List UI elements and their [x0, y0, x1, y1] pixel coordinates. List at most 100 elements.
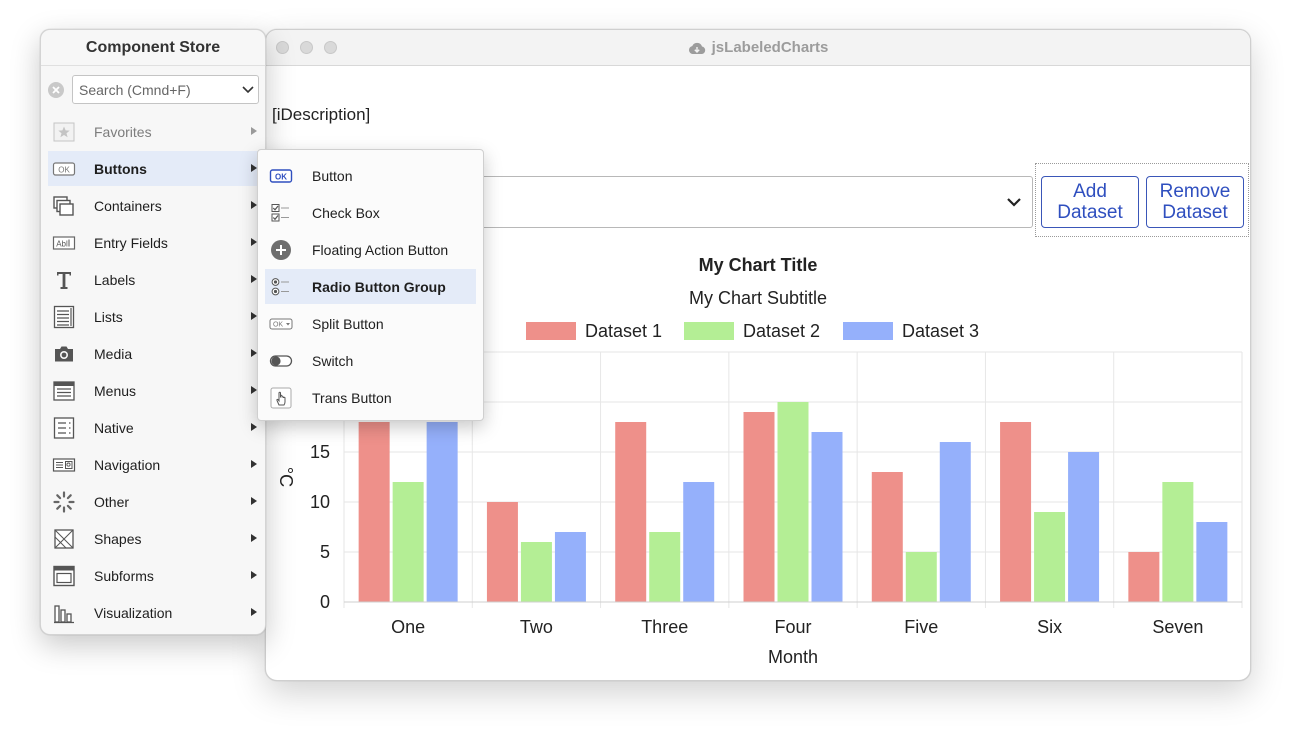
category-label: Labels: [94, 272, 136, 288]
hand-pointer-icon: [270, 387, 292, 409]
clear-search-icon[interactable]: [47, 81, 65, 99]
submenu-label: Check Box: [312, 205, 380, 221]
category-item-native[interactable]: Native: [48, 410, 264, 445]
add-dataset-button[interactable]: Add Dataset: [1041, 176, 1139, 228]
bar-dataset-1-four: [743, 412, 775, 602]
submenu-label: Switch: [312, 353, 354, 369]
ok-button-icon: OK: [52, 162, 76, 176]
submenu-arrow-icon: [251, 571, 257, 579]
legend-swatch-1: [526, 322, 576, 340]
remove-dataset-button[interactable]: Remove Dataset: [1146, 176, 1244, 228]
main-window: jsLabeledCharts [iDescription] Add Datas…: [265, 29, 1251, 681]
window-title: jsLabeledCharts: [266, 39, 1250, 56]
submenu-item-split-button[interactable]: OK Split Button: [265, 306, 476, 341]
submenu-arrow-icon: [251, 127, 257, 135]
category-item-visualization[interactable]: Visualization: [48, 595, 264, 630]
category-item-shapes[interactable]: Shapes: [48, 521, 264, 556]
star-icon: [53, 122, 75, 142]
window-title-text: jsLabeledCharts: [711, 39, 829, 56]
submenu-arrow-icon: [251, 349, 257, 357]
category-label: Shapes: [94, 531, 142, 547]
submenu-arrow-icon: [251, 201, 257, 209]
y-tick-label: 5: [320, 542, 330, 562]
submenu-arrow-icon: [251, 312, 257, 320]
category-label: Lists: [94, 309, 123, 325]
submenu-item-switch[interactable]: Switch: [265, 343, 476, 378]
legend-swatch-3: [843, 322, 893, 340]
search-input[interactable]: [72, 75, 259, 104]
component-store-panel: Component Store Favorites OK Buttons: [40, 29, 266, 635]
category-label: Navigation: [94, 457, 161, 473]
x-tick-label: One: [391, 617, 425, 637]
legend-label-3: Dataset 3: [902, 321, 979, 341]
svg-text:Abl: Abl: [56, 240, 68, 249]
category-label: Visualization: [94, 605, 173, 621]
submenu-label: Split Button: [312, 316, 384, 332]
bar-dataset-3-two: [554, 532, 586, 602]
ok-button-icon: OK: [269, 169, 293, 183]
category-label: Subforms: [94, 568, 154, 584]
submenu-item-radio-button-group[interactable]: Radio Button Group: [265, 269, 476, 304]
bar-dataset-2-one: [392, 482, 424, 602]
submenu-item-check-box[interactable]: Check Box: [265, 195, 476, 230]
plus-circle-icon: [271, 240, 291, 260]
category-item-menus[interactable]: Menus: [48, 373, 264, 408]
category-item-navigation[interactable]: Navigation: [48, 447, 264, 482]
split-button-icon: OK: [269, 318, 293, 330]
minimize-window-button[interactable]: [300, 41, 313, 54]
close-window-button[interactable]: [276, 41, 289, 54]
submenu-arrow-icon: [251, 275, 257, 283]
submenu-label: Floating Action Button: [312, 242, 449, 258]
bar-dataset-1-five: [871, 472, 903, 602]
category-item-labels[interactable]: Labels: [48, 262, 264, 297]
bar-dataset-3-six: [1068, 452, 1100, 602]
list-icon: [53, 305, 75, 329]
category-item-buttons[interactable]: OK Buttons: [48, 151, 264, 186]
submenu-arrow-icon: [251, 423, 257, 431]
legend-label-1: Dataset 1: [585, 321, 662, 341]
menu-icon: [53, 381, 75, 401]
y-tick-label: 10: [310, 492, 330, 512]
category-label: Favorites: [94, 124, 152, 140]
chart-title: My Chart Title: [699, 255, 818, 275]
category-item-media[interactable]: Media: [48, 336, 264, 371]
bar-dataset-2-five: [905, 552, 937, 602]
category-label: Entry Fields: [94, 235, 168, 251]
category-item-favorites[interactable]: Favorites: [48, 114, 264, 149]
bar-dataset-1-one: [358, 422, 390, 602]
submenu-arrow-icon: [251, 497, 257, 505]
bar-dataset-2-two: [520, 542, 552, 602]
bar-dataset-3-three: [683, 482, 715, 602]
category-item-lists[interactable]: Lists: [48, 299, 264, 334]
camera-icon: [55, 346, 73, 362]
category-item-containers[interactable]: Containers: [48, 188, 264, 223]
bar-dataset-1-three: [615, 422, 647, 602]
description-label: [iDescription]: [272, 105, 371, 124]
bar-dataset-3-five: [939, 442, 971, 602]
zoom-window-button[interactable]: [324, 41, 337, 54]
submenu-item-trans-button[interactable]: Trans Button: [265, 380, 476, 415]
submenu-arrow-icon: [251, 238, 257, 246]
bar-dataset-1-six: [1000, 422, 1032, 602]
chevron-down-icon[interactable]: [242, 85, 254, 95]
submenu-item-button[interactable]: OK Button: [265, 158, 476, 193]
bar-dataset-2-three: [649, 532, 681, 602]
dataset-select[interactable]: [476, 176, 1033, 228]
category-item-subforms[interactable]: Subforms: [48, 558, 264, 593]
submenu-item-floating-action-button[interactable]: Floating Action Button: [265, 232, 476, 267]
chart-subtitle: My Chart Subtitle: [689, 288, 827, 308]
subform-icon: [53, 565, 75, 587]
bar-chart: My Chart Title My Chart Subtitle Dataset 1…: [276, 255, 1243, 667]
category-item-entry-fields[interactable]: Abl Entry Fields: [48, 225, 264, 260]
legend-label-2: Dataset 2: [743, 321, 820, 341]
bar-dataset-1-seven: [1128, 552, 1160, 602]
category-label: Media: [94, 346, 133, 362]
y-tick-label: 0: [320, 592, 330, 612]
bar-dataset-2-six: [1034, 512, 1066, 602]
svg-text:OK: OK: [275, 173, 287, 182]
x-tick-label: Two: [520, 617, 553, 637]
divider: [41, 65, 265, 66]
dataset-button-container: Add Dataset Remove Dataset: [1035, 163, 1249, 237]
category-item-other[interactable]: Other: [48, 484, 264, 519]
category-label: Native: [94, 420, 134, 436]
